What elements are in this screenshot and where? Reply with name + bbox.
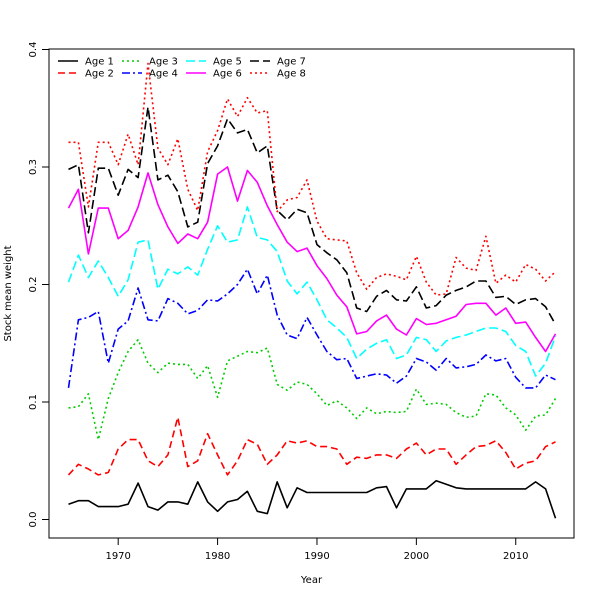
y-tick-label: 0.2 bbox=[28, 277, 39, 293]
x-tick-label: 1990 bbox=[304, 551, 329, 562]
x-tick-label: 2000 bbox=[404, 551, 429, 562]
legend-label-age-3: Age 3 bbox=[149, 57, 178, 68]
series-line-age-3 bbox=[68, 338, 557, 441]
plot-frame bbox=[48, 48, 575, 539]
y-tick-label: 0.4 bbox=[28, 42, 39, 58]
y-axis: 0.0 0.1 0.2 0.3 0.4 bbox=[28, 42, 49, 528]
legend-label-age-7: Age 7 bbox=[277, 57, 306, 68]
y-tick-label: 0.0 bbox=[28, 512, 39, 528]
x-tick-label: 2010 bbox=[503, 551, 528, 562]
x-tick-label: 1980 bbox=[205, 551, 230, 562]
series-line-age-4 bbox=[67, 268, 556, 389]
y-tick-label: 0.1 bbox=[28, 394, 39, 410]
series-line-age-6 bbox=[67, 166, 557, 353]
legend-label-age-1: Age 1 bbox=[85, 57, 114, 68]
series-line-age-2 bbox=[67, 416, 556, 476]
legend-label-age-4: Age 4 bbox=[149, 69, 178, 80]
legend-label-age-2: Age 2 bbox=[85, 69, 114, 80]
legend-label-age-6: Age 6 bbox=[213, 69, 242, 80]
series-line-age-7 bbox=[68, 106, 557, 325]
x-axis-title: Year bbox=[300, 575, 323, 586]
x-tick-label: 1970 bbox=[105, 551, 130, 562]
legend-label-age-5: Age 5 bbox=[213, 57, 242, 68]
x-axis: 1970 1980 1990 2000 2010 bbox=[105, 538, 528, 562]
legend-label-age-8: Age 8 bbox=[277, 69, 306, 80]
series-line-age-5 bbox=[67, 206, 557, 377]
series-line-age-8 bbox=[68, 62, 557, 296]
y-axis-title: Stock mean weight bbox=[3, 245, 14, 341]
y-tick-label: 0.3 bbox=[28, 159, 39, 175]
series-line-age-1 bbox=[68, 479, 557, 519]
series-layer bbox=[67, 62, 557, 519]
